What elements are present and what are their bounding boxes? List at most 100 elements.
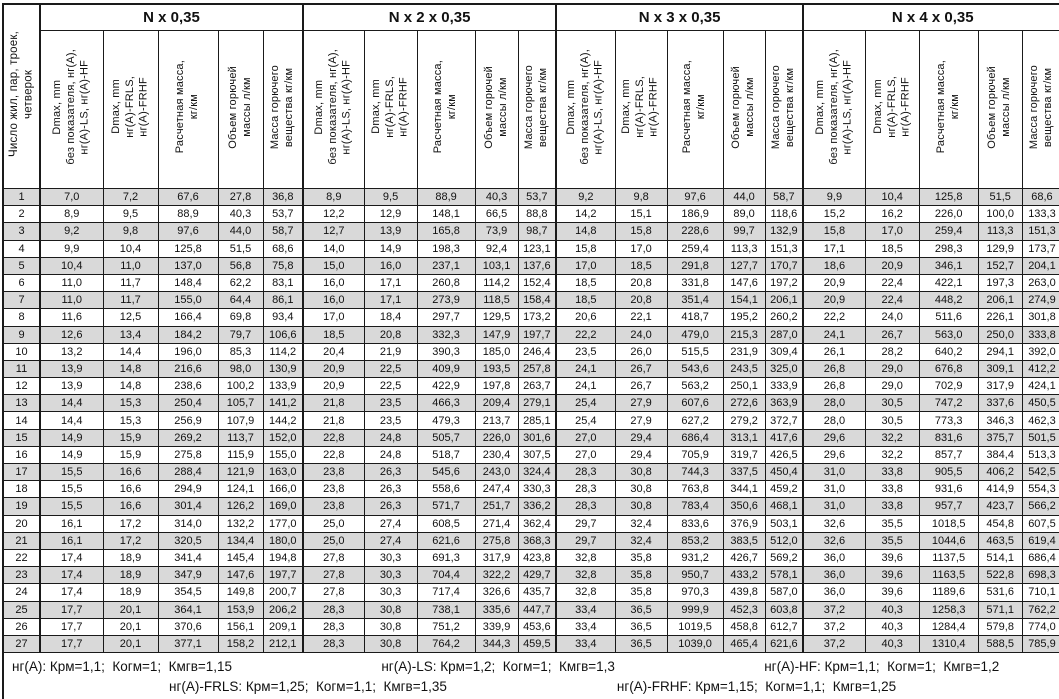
table-cell: 204,1 <box>1021 256 1059 275</box>
table-cell: 17,1 <box>363 273 418 293</box>
subheader-group1-col5: Масса горючего вещества кг/км <box>262 30 304 189</box>
table-cell: 166,0 <box>262 480 304 499</box>
table-cell: 333,9 <box>764 377 804 396</box>
table-cell: 132,9 <box>764 222 804 241</box>
table-cell: 14,4 <box>102 342 159 361</box>
table-cell: 15,5 <box>39 480 104 499</box>
table-cell: 129,5 <box>474 308 519 327</box>
table-cell: 237,1 <box>416 256 476 275</box>
table-cell: 44,0 <box>217 222 264 241</box>
subheader-group3-col4: Объем горючей массы л/км <box>722 30 766 189</box>
coef-ng-a-hf: нг(A)-HF: Крм=1,1; Когм=1; Кмгв=1,2 <box>764 659 1000 675</box>
table-cell: 155,0 <box>157 291 219 310</box>
table-cell: 197,8 <box>474 377 519 396</box>
table-cell: 336,2 <box>517 497 557 516</box>
table-cell: 213,7 <box>474 411 519 430</box>
table-cell: 831,6 <box>918 428 979 447</box>
table-cell: 24,1 <box>555 377 616 396</box>
table-cell: 16,6 <box>102 497 159 516</box>
table-cell: 383,5 <box>722 531 766 550</box>
table-cell: 100,2 <box>217 377 264 396</box>
table-cell: 7,2 <box>102 187 159 207</box>
table-cell: 717,4 <box>416 583 476 602</box>
table-cell: 130,9 <box>262 359 304 379</box>
corner-header-cell: Число жил, пар, троек, четверок <box>2 3 41 189</box>
subheader-label: Dmax, mm без показателя, нг(A), нг(A)-LS… <box>51 49 91 165</box>
table-cell: 20,1 <box>102 600 159 619</box>
table-cell: 97,6 <box>666 187 724 207</box>
table-cell: 26,8 <box>802 377 866 396</box>
table-cell: 571,7 <box>416 497 476 516</box>
row-number-cell: 15 <box>2 428 41 447</box>
table-cell: 704,4 <box>416 566 476 585</box>
table-cell: 18,5 <box>555 273 616 293</box>
table-cell: 32,8 <box>555 583 616 602</box>
table-cell: 453,6 <box>517 617 557 636</box>
table-cell: 14,4 <box>39 411 104 430</box>
row-number-cell: 2 <box>2 205 41 224</box>
subheader-group4-col1: Dmax, mm без показателя, нг(A), нг(A)-LS… <box>802 30 866 189</box>
table-row: 26 17,7 20,1 370,6 156,1 209,1 28,3 30,8 751,2 33… <box>2 617 1059 636</box>
coefficients-footer: нг(A): Крм=1,1; Когм=1; Кмгв=1,15 нг(A)-… <box>2 652 1059 699</box>
table-cell: 15,3 <box>102 394 159 413</box>
table-cell: 36,5 <box>614 617 668 636</box>
table-cell: 16,2 <box>864 205 920 224</box>
table-cell: 15,0 <box>302 256 365 275</box>
subheader-group4-col5: Масса горючего вещества кг/км <box>1021 30 1059 189</box>
table-cell: 607,6 <box>666 394 724 413</box>
table-cell: 158,2 <box>217 634 264 654</box>
table-cell: 27,8 <box>302 548 365 568</box>
table-cell: 137,0 <box>157 256 219 275</box>
table-cell: 588,5 <box>977 634 1023 654</box>
table-cell: 198,3 <box>416 239 476 258</box>
subheader-group1-col2: Dmax, mm нг(A)-FRLS, нг(A)-FRHF <box>102 30 159 189</box>
table-cell: 1137,5 <box>918 548 979 568</box>
table-cell: 93,4 <box>262 308 304 327</box>
table-cell: 58,7 <box>764 187 804 207</box>
row-number-cell: 20 <box>2 514 41 533</box>
table-cell: 256,9 <box>157 411 219 430</box>
table-cell: 15,8 <box>614 222 668 241</box>
table-cell: 20,9 <box>802 291 866 310</box>
table-cell: 44,0 <box>722 187 766 207</box>
table-cell: 298,3 <box>918 239 979 258</box>
group-title-nx3x035: N x 3 x 0,35 <box>555 3 804 31</box>
row-number-cell: 8 <box>2 308 41 327</box>
table-cell: 435,7 <box>517 583 557 602</box>
table-cell: 454,8 <box>977 514 1023 533</box>
table-row: 13 14,4 15,3 250,4 105,7 141,2 21,8 23,5 466,3 20… <box>2 394 1059 413</box>
table-cell: 17,2 <box>102 531 159 550</box>
table-row: 17 15,5 16,6 288,4 121,9 163,0 23,8 26,3 545,6 24… <box>2 462 1059 482</box>
subheader-group4-col2: Dmax, mm нг(A)-FRLS, нг(A)-FRHF <box>864 30 920 189</box>
table-cell: 26,7 <box>614 359 668 379</box>
table-cell: 9,2 <box>555 187 616 207</box>
table-cell: 22,2 <box>555 325 616 344</box>
table-cell: 129,9 <box>977 239 1023 258</box>
table-cell: 17,4 <box>39 548 104 568</box>
table-cell: 579,8 <box>977 617 1023 636</box>
table-cell: 28,0 <box>802 411 866 430</box>
table-cell: 17,7 <box>39 617 104 636</box>
table-cell: 29,4 <box>614 428 668 447</box>
table-cell: 206,2 <box>262 600 304 619</box>
table-cell: 337,6 <box>977 394 1023 413</box>
table-cell: 36,8 <box>262 187 304 207</box>
table-cell: 216,6 <box>157 359 219 379</box>
table-cell: 22,4 <box>864 273 920 293</box>
table-cell: 418,7 <box>666 308 724 327</box>
table-cell: 133,9 <box>262 377 304 396</box>
table-cell: 621,6 <box>764 634 804 654</box>
group-title-nx4x035: N x 4 x 0,35 <box>802 3 1059 31</box>
table-cell: 26,7 <box>614 377 668 396</box>
table-cell: 297,7 <box>416 308 476 327</box>
table-row: 21 16,1 17,2 320,5 134,4 180,0 25,0 27,4 621,6 27… <box>2 531 1059 550</box>
table-cell: 11,6 <box>39 308 104 327</box>
subheader-group2-col4: Объем горючей массы л/км <box>474 30 519 189</box>
table-cell: 271,4 <box>474 514 519 533</box>
table-cell: 118,6 <box>764 205 804 224</box>
table-row: 16 14,9 15,9 275,8 115,9 155,0 22,8 24,8 518,7 23… <box>2 445 1059 465</box>
table-cell: 22,8 <box>302 428 365 447</box>
table-cell: 619,4 <box>1021 531 1059 550</box>
table-row: 6 11,0 11,7 148,4 62,2 83,1 16,0 17,1 260,8 114,2… <box>2 273 1059 293</box>
subheader-label: Dmax, mm без показателя, нг(A), нг(A)-LS… <box>813 49 854 165</box>
